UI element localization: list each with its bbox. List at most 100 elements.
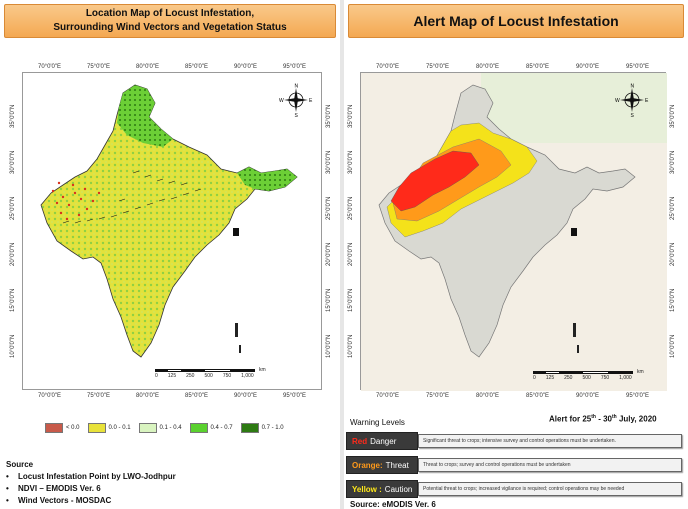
lon-tick-bottom: 85°0'0"E bbox=[526, 393, 550, 399]
background-terrain bbox=[481, 73, 667, 143]
legend-label: 0.4 - 0.7 bbox=[210, 425, 233, 431]
lat-tick-right: 20°0'0"N bbox=[326, 242, 332, 266]
compass-n: N bbox=[631, 84, 635, 90]
lat-tick-right: 35°0'0"N bbox=[670, 104, 676, 128]
alert-date-text: July, 2020 bbox=[616, 414, 657, 424]
lat-tick-left: 25°0'0"N bbox=[348, 196, 354, 220]
ndvi-legend: < 0.0 0.0 - 0.1 0.1 - 0.4 0.4 - 0.7 0.7 … bbox=[45, 423, 284, 433]
left-source-block: Source Locust Infestation Point by LWO-J… bbox=[6, 459, 176, 507]
lon-tick-bottom: 70°0'0"E bbox=[376, 393, 400, 399]
legend-swatch bbox=[189, 423, 208, 433]
legend-item: < 0.0 bbox=[45, 423, 80, 433]
warning-description: Threat to crops; survey and control oper… bbox=[418, 458, 682, 472]
scale-label: 125 bbox=[545, 375, 555, 381]
warning-row-red: Red Danger Significant threat to crops; … bbox=[346, 432, 682, 450]
legend-label: 0.7 - 1.0 bbox=[261, 425, 284, 431]
compass-s: S bbox=[631, 113, 635, 117]
compass-n: N bbox=[295, 84, 299, 90]
warning-color-name: Red bbox=[352, 436, 368, 446]
india-landmass bbox=[40, 84, 298, 358]
source-item: Wind Vectors - MOSDAC bbox=[6, 495, 176, 507]
scale-unit: km bbox=[637, 369, 644, 375]
alert-date-sup: th bbox=[591, 414, 596, 420]
lon-tick-bottom: 95°0'0"E bbox=[283, 393, 307, 399]
lon-tick-top: 95°0'0"E bbox=[626, 64, 650, 70]
warning-level-name: Caution bbox=[384, 484, 413, 494]
lat-tick-left: 30°0'0"N bbox=[348, 150, 354, 174]
lat-tick-right: 20°0'0"N bbox=[670, 242, 676, 266]
compass-w: W bbox=[615, 98, 620, 104]
lon-tick-top: 70°0'0"E bbox=[376, 64, 400, 70]
scale-label: 125 bbox=[167, 373, 177, 379]
scale-label: 0 bbox=[155, 373, 158, 379]
left-panel: Location Map of Locust Infestation, Surr… bbox=[0, 0, 340, 509]
legend-label: 0.1 - 0.4 bbox=[159, 425, 182, 431]
scale-unit: km bbox=[259, 367, 266, 373]
lon-tick-top: 80°0'0"E bbox=[476, 64, 500, 70]
left-title-line2: Surrounding Wind Vectors and Vegetation … bbox=[53, 22, 287, 33]
compass-icon: N S E W bbox=[279, 84, 313, 120]
left-title-box: Location Map of Locust Infestation, Surr… bbox=[4, 4, 336, 38]
lat-tick-left: 10°0'0"N bbox=[348, 334, 354, 358]
lat-tick-right: 30°0'0"N bbox=[670, 150, 676, 174]
source-item: NDVI – EMODIS Ver. 6 bbox=[6, 483, 176, 495]
legend-item: 0.0 - 0.1 bbox=[87, 423, 131, 433]
alert-date: Alert for 25th - 30th July, 2020 bbox=[549, 414, 657, 424]
lon-tick-top: 85°0'0"E bbox=[185, 64, 209, 70]
wind-vectors bbox=[62, 170, 202, 224]
legend-swatch bbox=[240, 423, 259, 433]
right-title-box: Alert Map of Locust Infestation bbox=[348, 4, 684, 38]
legend-swatch bbox=[45, 423, 63, 433]
legend-swatch bbox=[87, 423, 106, 433]
warning-label: Red Danger bbox=[346, 432, 418, 450]
lon-tick-top: 75°0'0"E bbox=[426, 64, 450, 70]
right-title: Alert Map of Locust Infestation bbox=[413, 13, 619, 29]
compass-rose: N S E W bbox=[615, 83, 649, 120]
ndvi-map: N S E W 0 125 250 500 750 1,000 km bbox=[22, 72, 322, 390]
lon-tick-bottom: 70°0'0"E bbox=[38, 393, 62, 399]
warning-row-orange: Orange: Threat Threat to crops; survey a… bbox=[346, 456, 682, 474]
lat-tick-left: 35°0'0"N bbox=[348, 104, 354, 128]
lon-tick-top: 95°0'0"E bbox=[283, 64, 307, 70]
lat-tick-right: 15°0'0"N bbox=[326, 288, 332, 312]
right-panel: Alert Map of Locust Infestation 70°0'0"E… bbox=[344, 0, 688, 509]
warning-level-name: Threat bbox=[385, 460, 409, 470]
alert-map-svg bbox=[361, 73, 667, 391]
left-title-line1: Location Map of Locust Infestation, bbox=[85, 8, 255, 19]
alert-map: N S E W 0 125 250 500 750 1,000 km bbox=[360, 72, 667, 391]
lat-tick-right: 10°0'0"N bbox=[670, 334, 676, 358]
warning-color-name: Yellow : bbox=[352, 484, 382, 494]
lon-tick-top: 80°0'0"E bbox=[136, 64, 160, 70]
compass-e: E bbox=[645, 98, 649, 104]
lat-tick-left: 20°0'0"N bbox=[348, 242, 354, 266]
lon-tick-top: 85°0'0"E bbox=[526, 64, 550, 70]
lat-tick-left: 35°0'0"N bbox=[10, 104, 16, 128]
lon-tick-bottom: 90°0'0"E bbox=[576, 393, 600, 399]
lat-tick-right: 25°0'0"N bbox=[326, 196, 332, 220]
lon-tick-top: 90°0'0"E bbox=[234, 64, 258, 70]
warning-description: Significant threat to crops; intensive s… bbox=[418, 434, 682, 448]
panel-divider bbox=[340, 0, 344, 509]
legend-swatch bbox=[138, 423, 157, 433]
red-danger-zone bbox=[390, 150, 480, 212]
alert-date-text: - 30 bbox=[595, 414, 612, 424]
lat-tick-right: 25°0'0"N bbox=[670, 196, 676, 220]
legend-label: 0.0 - 0.1 bbox=[108, 425, 131, 431]
coastline-mark bbox=[233, 228, 239, 236]
warning-row-yellow: Yellow : Caution Potential threat to cro… bbox=[346, 480, 682, 498]
north-vegetation bbox=[117, 85, 173, 147]
lon-tick-bottom: 85°0'0"E bbox=[185, 393, 209, 399]
source-item: Locust Infestation Point by LWO-Jodhpur bbox=[6, 471, 176, 483]
andaman-islands bbox=[235, 323, 238, 337]
lon-tick-bottom: 90°0'0"E bbox=[234, 393, 258, 399]
ndvi-map-svg bbox=[40, 84, 298, 358]
scale-bar: 0 125 250 500 750 1,000 km bbox=[155, 367, 266, 379]
warning-level-name: Danger bbox=[370, 436, 397, 446]
legend-item: 0.4 - 0.7 bbox=[189, 423, 233, 433]
right-source: Source: eMODIS Ver. 6 bbox=[350, 500, 436, 509]
compass-s: S bbox=[295, 113, 299, 117]
lat-tick-left: 20°0'0"N bbox=[10, 242, 16, 266]
scale-label: 250 bbox=[186, 373, 195, 379]
lon-tick-bottom: 80°0'0"E bbox=[136, 393, 160, 399]
warning-label: Yellow : Caution bbox=[346, 480, 418, 498]
